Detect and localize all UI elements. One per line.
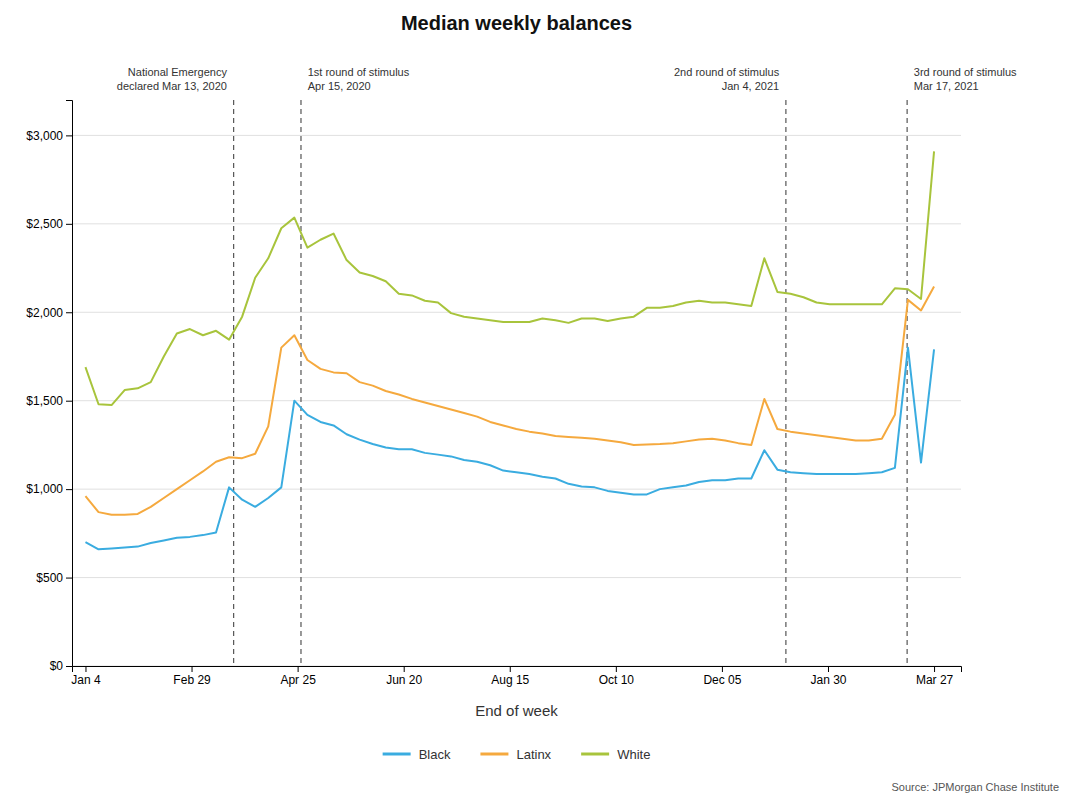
annotation: 1st round of stimulus <box>308 66 410 78</box>
tick-label: Aug 15 <box>491 673 529 687</box>
legend-item: Black <box>383 747 451 762</box>
grid <box>72 135 961 666</box>
series-line <box>85 287 934 515</box>
reference-line <box>785 100 786 666</box>
tick-mark <box>616 666 617 672</box>
tick: Mar 27 <box>916 666 954 687</box>
tick: $1,500 <box>26 394 72 408</box>
tick: Apr 25 <box>280 666 316 687</box>
tick: $0 <box>50 659 72 673</box>
annotation: declared Mar 13, 2020 <box>117 80 227 92</box>
tick: Jun 20 <box>386 666 422 687</box>
reference-line <box>233 100 234 666</box>
tick-mark <box>298 666 299 672</box>
tick-mark <box>66 578 72 579</box>
tick-label: Dec 05 <box>703 673 741 687</box>
annotation: National Emergency <box>128 66 228 78</box>
legend-swatch <box>581 753 609 756</box>
tick-label: Apr 25 <box>280 673 316 687</box>
annotation: Apr 15, 2020 <box>308 80 371 92</box>
tick-label: $1,000 <box>26 482 63 496</box>
annotation: Mar 17, 2021 <box>914 80 979 92</box>
annotation: 2nd round of stimulus <box>674 66 780 78</box>
legend-item: White <box>581 747 650 762</box>
tick: $2,500 <box>26 217 72 231</box>
tick-mark <box>66 401 72 402</box>
grid-line <box>72 400 961 401</box>
legend-swatch <box>480 753 508 756</box>
grid-line <box>72 135 961 136</box>
tick-label: $500 <box>36 571 63 585</box>
tick: $3,000 <box>26 129 72 143</box>
source: Source: JPMorgan Chase Institute <box>891 781 1059 793</box>
tick: Jan 4 <box>71 666 101 687</box>
legend-label: Latinx <box>516 747 551 762</box>
legend-item: Latinx <box>480 747 551 762</box>
x-axis: Jan 4 Feb 29 Apr 25 Jun 20 Aug 15 Oct 10 Dec 0… <box>71 666 961 687</box>
tick-label: Mar 27 <box>916 673 954 687</box>
legend-label: Black <box>419 747 451 762</box>
tick: $2,000 <box>26 306 72 320</box>
chart: Jan 4 Feb 29 Apr 25 Jun 20 Aug 15 Oct 10 Dec 0… <box>0 0 1071 801</box>
annotation: Jan 4, 2021 <box>722 80 780 92</box>
tick-label: $3,000 <box>26 129 63 143</box>
tick: Feb 29 <box>173 666 211 687</box>
tick-mark <box>934 666 935 672</box>
legend-swatch <box>383 753 411 756</box>
tick-mark <box>66 666 72 667</box>
legend: Black Latinx White <box>383 747 651 762</box>
tick-mark <box>66 312 72 313</box>
grid-line <box>72 223 961 224</box>
tick-mark <box>828 666 829 672</box>
tick: $500 <box>36 571 72 585</box>
tick-label: $0 <box>50 659 64 673</box>
plot-area <box>85 100 934 666</box>
grid-line <box>72 489 961 490</box>
tick-label: Jan 4 <box>71 673 101 687</box>
grid-line <box>72 312 961 313</box>
annotation: 3rd round of stimulus <box>914 66 1017 78</box>
tick-mark <box>85 666 86 672</box>
y-axis: $0 $500 $1,000 $1,500 $2,000 $2,500 $3,000 <box>26 101 72 674</box>
tick-label: Jun 20 <box>386 673 422 687</box>
axis-domain <box>66 101 73 667</box>
series-line <box>85 151 934 405</box>
title: Median weekly balances <box>401 12 632 34</box>
tick: $1,000 <box>26 482 72 496</box>
tick-mark <box>66 135 72 136</box>
reference-line <box>907 100 908 666</box>
tick-mark <box>404 666 405 672</box>
tick-label: Jan 30 <box>810 673 846 687</box>
tick: Oct 10 <box>599 666 635 687</box>
tick-label: $2,000 <box>26 306 63 320</box>
tick-label: Oct 10 <box>599 673 635 687</box>
tick-mark <box>66 489 72 490</box>
series-line <box>85 348 934 550</box>
tick-label: $2,500 <box>26 217 63 231</box>
axis-title: End of week <box>475 702 558 719</box>
reference-line <box>300 100 301 666</box>
annotations: National Emergency declared Mar 13, 2020 1… <box>117 66 1017 92</box>
axis-domain <box>73 667 962 673</box>
tick-mark <box>192 666 193 672</box>
tick-label: Feb 29 <box>173 673 211 687</box>
tick: Aug 15 <box>491 666 529 687</box>
tick-mark <box>66 224 72 225</box>
tick: Jan 30 <box>810 666 846 687</box>
grid-line <box>72 577 961 578</box>
tick-mark <box>722 666 723 672</box>
tick-label: $1,500 <box>26 394 63 408</box>
tick: Dec 05 <box>703 666 741 687</box>
tick-mark <box>510 666 511 672</box>
legend-label: White <box>617 747 650 762</box>
